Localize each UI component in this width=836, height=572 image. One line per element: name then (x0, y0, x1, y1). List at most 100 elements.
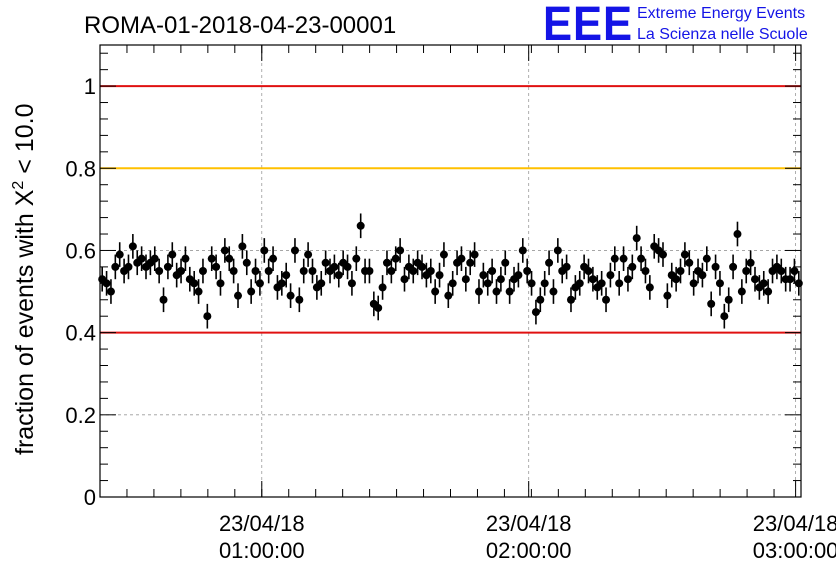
data-point (680, 250, 689, 259)
data-point (566, 295, 575, 304)
data-point (733, 230, 742, 239)
data-point (343, 262, 352, 271)
data-point (750, 275, 759, 284)
data-point (479, 271, 488, 280)
data-point (247, 287, 256, 296)
data-point (374, 303, 383, 312)
logo-mark: EEE (543, 0, 633, 51)
x-tick-time: 01:00:00 (219, 538, 305, 563)
data-points (98, 213, 803, 329)
chart-title: ROMA-01-2018-04-23-00001 (84, 12, 396, 39)
data-point (203, 312, 212, 321)
data-point (155, 267, 164, 275)
y-axis-title-sup: 2 (10, 181, 27, 190)
data-point (251, 267, 260, 275)
data-point (330, 262, 339, 271)
data-point (685, 258, 694, 267)
data-point (606, 271, 615, 280)
data-point (501, 258, 510, 267)
data-point (777, 267, 786, 275)
data-point (790, 267, 799, 275)
data-point (444, 291, 453, 300)
data-point (238, 242, 247, 251)
data-point (435, 271, 444, 280)
y-axis-title-suffix: < 10.0 (11, 104, 39, 181)
data-point (584, 267, 593, 275)
data-point (737, 287, 746, 296)
data-point (553, 246, 562, 255)
data-point (282, 271, 291, 280)
data-point (628, 262, 637, 271)
data-point (457, 254, 466, 263)
tick-labels: 00.20.40.60.8123/04/1801:00:0023/04/1802… (65, 74, 836, 563)
data-point (658, 250, 667, 259)
y-tick-label: 1 (84, 74, 96, 99)
data-point (260, 246, 269, 255)
data-point (334, 271, 343, 280)
data-point (212, 262, 221, 271)
data-point (234, 291, 243, 300)
data-point (431, 287, 440, 296)
data-point (378, 283, 387, 292)
data-point (488, 267, 497, 275)
data-point (470, 250, 479, 259)
data-point (168, 250, 177, 259)
data-point (409, 267, 418, 275)
y-axis-title-chi: X (11, 189, 39, 206)
data-point (356, 221, 365, 230)
data-point (540, 279, 549, 288)
data-point (190, 279, 199, 288)
data-point (729, 262, 738, 271)
data-point (672, 275, 681, 284)
data-point (286, 291, 295, 300)
data-point (295, 295, 304, 304)
x-tick-time: 03:00:00 (753, 538, 836, 563)
x-tick-date: 23/04/18 (753, 511, 836, 536)
y-tick-label: 0 (84, 485, 96, 510)
y-axis-title-prefix: fraction of events with (11, 206, 39, 455)
data-point (742, 267, 751, 275)
data-point (518, 246, 527, 255)
data-point (505, 287, 514, 296)
data-point (198, 267, 207, 275)
data-point (216, 279, 225, 288)
data-point (536, 295, 545, 304)
data-point (689, 279, 698, 288)
data-point (637, 254, 646, 263)
logo-line-2: La Scienza nelle Scuole (637, 26, 808, 43)
data-point (396, 246, 405, 255)
data-point (514, 271, 523, 280)
data-point (181, 254, 190, 263)
logo-line-1: Extreme Energy Events (637, 5, 805, 22)
data-point (365, 267, 374, 275)
axis-ticks (100, 45, 801, 498)
data-point (597, 279, 606, 288)
data-point (702, 254, 711, 263)
data-point (128, 242, 137, 251)
data-point (641, 267, 650, 275)
data-point (317, 279, 326, 288)
data-point (255, 279, 264, 288)
data-point (466, 258, 475, 267)
data-point (400, 275, 409, 284)
data-point (619, 254, 628, 263)
data-point (527, 279, 536, 288)
data-point (137, 254, 146, 263)
data-point (124, 262, 133, 271)
data-point (277, 279, 286, 288)
data-point (150, 254, 159, 263)
y-tick-label: 0.6 (65, 238, 96, 263)
data-point (163, 262, 172, 271)
data-point (347, 279, 356, 288)
data-point (308, 267, 317, 275)
data-point (663, 291, 672, 300)
data-point (474, 287, 483, 296)
y-tick-label: 0.4 (65, 321, 96, 346)
data-point (382, 258, 391, 267)
data-point (461, 275, 470, 284)
data-point (724, 295, 733, 304)
data-point (321, 258, 330, 267)
data-point (645, 283, 654, 292)
data-point (698, 271, 707, 280)
